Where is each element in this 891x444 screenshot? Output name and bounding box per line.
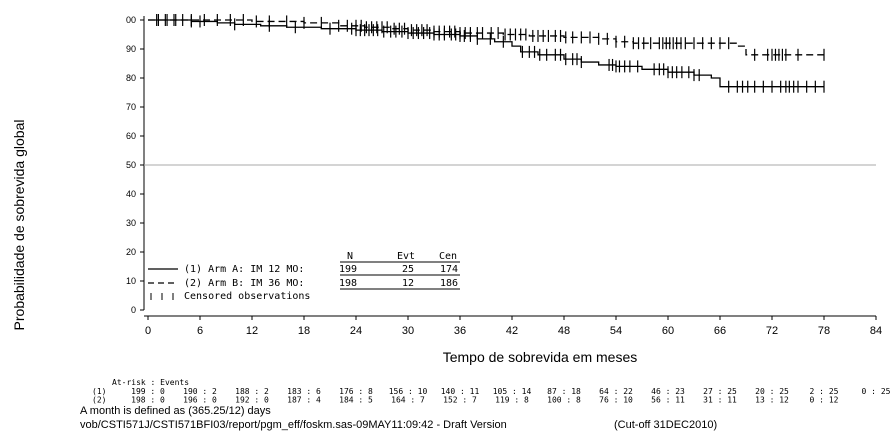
legend-censor-marks	[150, 293, 174, 300]
at-risk-cell: 46 : 23	[651, 387, 685, 396]
series-line-2	[148, 19, 824, 56]
legend-header-cen: Cen	[439, 251, 457, 262]
x-tick-label: 30	[402, 325, 414, 337]
at-risk-row-label: (1)	[92, 387, 106, 396]
at-risk-cell: 183 : 6	[287, 387, 321, 396]
at-risk-cell: 31 : 11	[703, 396, 737, 405]
at-risk-cell: 140 : 11	[441, 387, 480, 396]
x-tick-label: 54	[610, 325, 622, 337]
footer-cutoff: (Cut-off 31DEC2010)	[614, 419, 717, 431]
at-risk-cell: 13 : 12	[755, 396, 789, 405]
at-risk-cell: 184 : 5	[339, 396, 373, 405]
y-axis-title: Probabilidade de sobrevida global	[11, 120, 27, 331]
at-risk-cell: 156 : 10	[389, 387, 428, 396]
y-tick-label: 50	[126, 160, 136, 170]
at-risk-cell: 2 : 25	[810, 387, 839, 396]
x-tick-label: 72	[766, 325, 778, 337]
x-tick-label: 0	[145, 325, 151, 337]
at-risk-cell: 27 : 25	[703, 387, 737, 396]
legend-n-arm-a: 199	[339, 264, 357, 275]
at-risk-cell: 0 : 12	[810, 396, 839, 405]
at-risk-cell: 152 : 7	[443, 396, 477, 405]
x-tick-label: 18	[298, 325, 310, 337]
at-risk-cell: 76 : 10	[599, 396, 633, 405]
legend-header-n: N	[347, 251, 353, 262]
at-risk-cell: 0 : 25	[862, 387, 891, 396]
legend-censor-label: Censored observations	[184, 291, 310, 302]
legend-evt-arm-b: 12	[402, 278, 414, 289]
at-risk-cell: 20 : 25	[755, 387, 789, 396]
at-risk-cell: 87 : 18	[547, 387, 581, 396]
x-tick-label: 48	[558, 325, 570, 337]
y-tick-label: 80	[126, 73, 136, 83]
legend-cen-arm-a: 174	[440, 264, 458, 275]
y-tick-label: 0	[131, 305, 136, 315]
y-tick-label: 60	[126, 131, 136, 141]
footer-line-1: A month is defined as (365.25/12) days	[80, 405, 271, 417]
at-risk-cell: 196 : 0	[183, 396, 217, 405]
at-risk-cell: 190 : 2	[183, 387, 217, 396]
x-tick-label: 84	[870, 325, 882, 337]
at-risk-cell: 119 : 8	[495, 396, 529, 405]
legend-header-evt: Evt	[397, 251, 415, 262]
x-tick-label: 12	[246, 325, 258, 337]
at-risk-cell: 192 : 0	[235, 396, 269, 405]
x-tick-label: 24	[350, 325, 362, 337]
at-risk-cell: 188 : 2	[235, 387, 269, 396]
y-tick-label: 00	[126, 15, 136, 25]
at-risk-cell: 64 : 22	[599, 387, 633, 396]
at-risk-table: (1) 199 : 0 190 : 2 188 : 2 183 : 6 176 : 8 15…	[92, 387, 891, 405]
at-risk-title: At-risk : Events	[112, 378, 189, 387]
at-risk-cell: 187 : 4	[287, 396, 321, 405]
x-tick-label: 60	[662, 325, 674, 337]
x-tick-label: 42	[506, 325, 518, 337]
at-risk-cell: 164 : 7	[391, 396, 425, 405]
series-2	[148, 14, 825, 61]
legend-n-arm-b: 198	[339, 278, 357, 289]
y-tick-label: 20	[126, 247, 136, 257]
y-tick-label: 10	[126, 276, 136, 286]
at-risk-cell: 199 : 0	[131, 387, 165, 396]
legend-label-arm-a: (1) Arm A: IM 12 MO:	[184, 264, 304, 275]
x-tick-label: 66	[714, 325, 726, 337]
y-tick-label: 40	[126, 189, 136, 199]
at-risk-row-label: (2)	[92, 396, 106, 405]
at-risk-cell: 56 : 11	[651, 396, 685, 405]
at-risk-cell: 176 : 8	[339, 387, 373, 396]
legend-label-arm-b: (2) Arm B: IM 36 MO:	[184, 278, 304, 289]
legend-cen-arm-b: 186	[440, 278, 458, 289]
y-tick-label: 30	[126, 218, 136, 228]
series-1	[148, 14, 825, 93]
y-tick-label: 90	[126, 44, 136, 54]
y-tick-label: 70	[126, 102, 136, 112]
x-axis-title: Tempo de sobrevida em meses	[443, 349, 638, 365]
legend: N Evt Cen (1) Arm A: IM 12 MO: 199 25 17…	[148, 251, 460, 302]
x-tick-label: 36	[454, 325, 466, 337]
series-group	[148, 14, 825, 93]
footer-line-2: vob/CSTI571J/CSTI571BFI03/report/pgm_eff…	[80, 419, 507, 431]
x-tick-label: 78	[818, 325, 830, 337]
at-risk-cell: 100 : 8	[547, 396, 581, 405]
at-risk-cell: 105 : 14	[493, 387, 532, 396]
x-tick-label: 6	[197, 325, 203, 337]
series-line-1	[148, 19, 824, 88]
legend-evt-arm-a: 25	[402, 264, 414, 275]
at-risk-cell: 198 : 0	[131, 396, 165, 405]
